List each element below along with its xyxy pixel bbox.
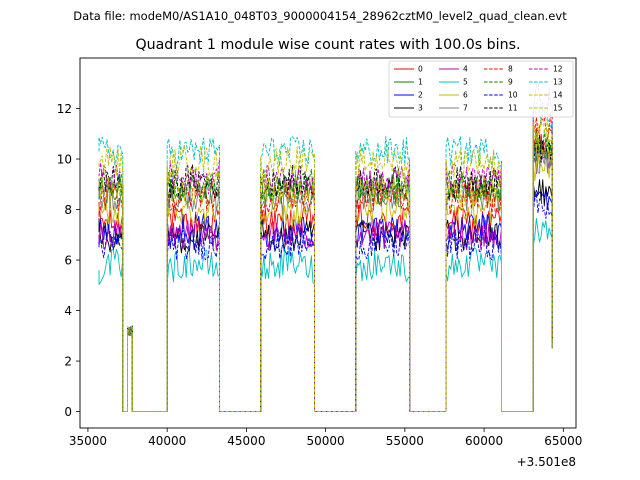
y-tick-label: 2 (64, 354, 72, 368)
legend-label-2: 2 (418, 91, 423, 100)
x-tick-label: 60000 (465, 434, 503, 448)
legend-label-14: 14 (553, 91, 563, 100)
axes-frame (79, 57, 577, 429)
x-tick-label: 35000 (69, 434, 107, 448)
legend-label-1: 1 (418, 78, 423, 87)
series-line-8 (98, 112, 553, 413)
legend-label-7: 7 (463, 104, 468, 113)
y-axis: 0 2 4 6 8 10 12 (57, 102, 80, 419)
series-layer (98, 83, 553, 413)
y-tick-label: 12 (57, 102, 72, 116)
y-tick-label: 10 (57, 152, 72, 166)
legend-label-6: 6 (463, 91, 468, 100)
x-tick-label: 65000 (544, 434, 582, 448)
legend-box (388, 60, 574, 118)
legend-label-12: 12 (553, 65, 563, 74)
figure-suptitle: Data file: modeM0/AS1A10_048T03_90000041… (73, 9, 567, 23)
x-axis: 35000 40000 45000 50000 55000 60000 65000 (69, 428, 582, 448)
chart-title: Quadrant 1 module wise count rates with … (135, 37, 520, 53)
series-line-13 (98, 102, 553, 413)
x-tick-label: 45000 (227, 434, 265, 448)
series-line-3 (98, 179, 553, 413)
x-tick-label: 55000 (386, 434, 424, 448)
legend-label-0: 0 (418, 65, 423, 74)
legend-label-11: 11 (508, 104, 518, 113)
x-axis-offset-label: +3.501e8 (517, 455, 576, 469)
series-line-4 (98, 146, 553, 413)
y-tick-label: 6 (64, 253, 72, 267)
series-line-10 (98, 192, 553, 413)
series-line-12 (98, 83, 553, 413)
series-line-9 (98, 130, 553, 413)
x-tick-label: 40000 (148, 434, 186, 448)
legend-label-9: 9 (508, 78, 513, 87)
y-tick-label: 0 (64, 405, 72, 419)
legend-label-13: 13 (553, 78, 563, 87)
x-tick-label: 50000 (307, 434, 345, 448)
legend-label-8: 8 (508, 65, 513, 74)
legend-label-5: 5 (463, 78, 468, 87)
legend-label-15: 15 (553, 104, 563, 113)
series-line-1 (98, 139, 553, 413)
legend-label-10: 10 (508, 91, 518, 100)
legend-label-3: 3 (418, 104, 423, 113)
y-tick-label: 8 (64, 203, 72, 217)
series-line-15 (98, 132, 553, 413)
series-line-5 (98, 217, 553, 413)
legend-label-4: 4 (463, 65, 468, 74)
y-tick-label: 4 (64, 304, 72, 318)
